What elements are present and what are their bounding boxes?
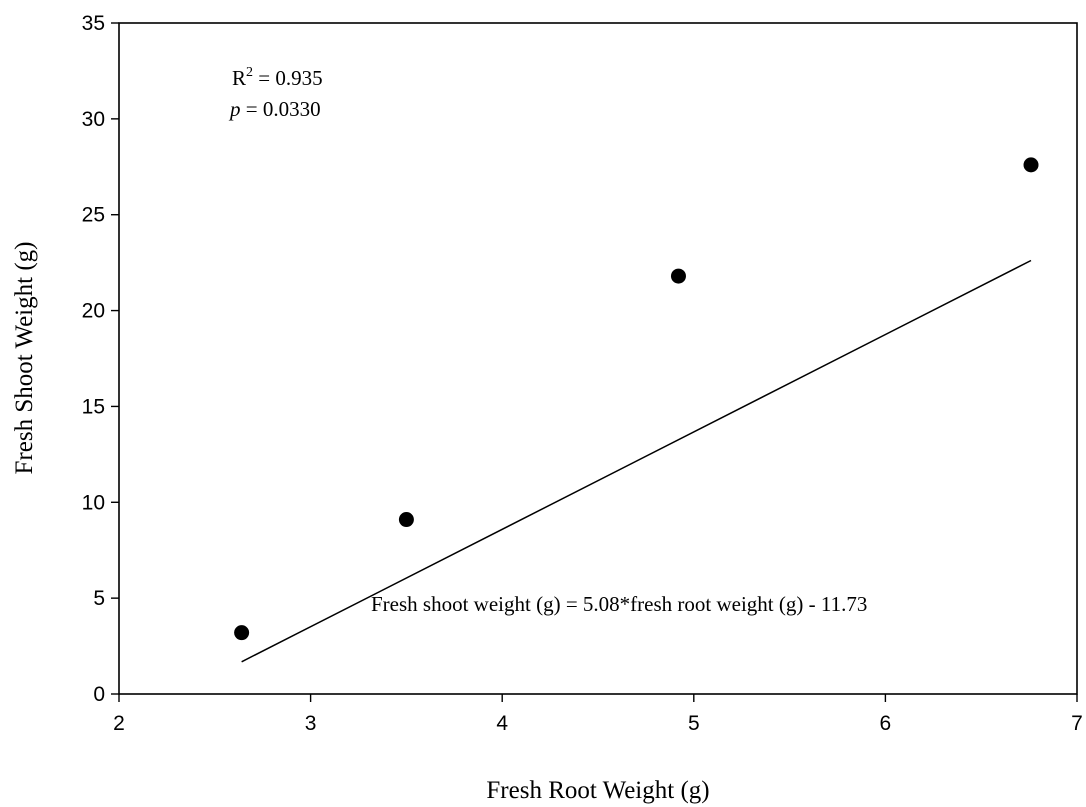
data-point <box>234 625 250 641</box>
r-squared-label: R <box>232 66 246 90</box>
y-tick-label: 35 <box>82 12 105 35</box>
data-point <box>1023 157 1039 173</box>
y-tick-label: 15 <box>82 395 105 418</box>
plot-frame <box>118 22 1078 695</box>
y-tick-label: 30 <box>82 108 105 131</box>
p-value-label: p <box>228 97 241 121</box>
y-tick-label: 5 <box>93 587 105 610</box>
regression-line <box>241 259 1032 663</box>
p-value-value: = 0.0330 <box>241 97 321 121</box>
x-tick-label: 6 <box>880 712 892 735</box>
p-value-annotation: p = 0.0330 <box>228 97 321 121</box>
regression-equation: Fresh shoot weight (g) = 5.08*fresh root… <box>371 592 867 616</box>
x-tick-label: 3 <box>305 712 317 735</box>
y-axis-title: Fresh Shoot Weight (g) <box>11 242 38 475</box>
x-tick-label: 4 <box>496 712 508 735</box>
x-tick-label: 5 <box>688 712 700 735</box>
data-point <box>398 512 414 528</box>
x-axis-title: Fresh Root Weight (g) <box>486 777 709 804</box>
r-squared-annotation: R2 = 0.935 <box>232 65 323 90</box>
x-tick-label: 7 <box>1071 712 1083 735</box>
plot-axes <box>118 22 1078 695</box>
y-axis-ticks: 0 5 10 15 20 25 30 35 <box>82 12 119 706</box>
regression-line-group <box>241 259 1032 663</box>
r-squared-value: = 0.935 <box>253 66 323 90</box>
x-axis-ticks: 2 3 4 5 6 7 <box>113 694 1083 735</box>
data-points <box>234 157 1039 641</box>
y-tick-label: 20 <box>82 300 105 323</box>
y-tick-label: 0 <box>93 683 105 706</box>
r-squared-superscript: 2 <box>246 65 253 80</box>
y-tick-label: 10 <box>82 491 105 514</box>
data-point <box>670 268 686 284</box>
x-tick-label: 2 <box>113 712 125 735</box>
y-tick-label: 25 <box>82 204 105 227</box>
